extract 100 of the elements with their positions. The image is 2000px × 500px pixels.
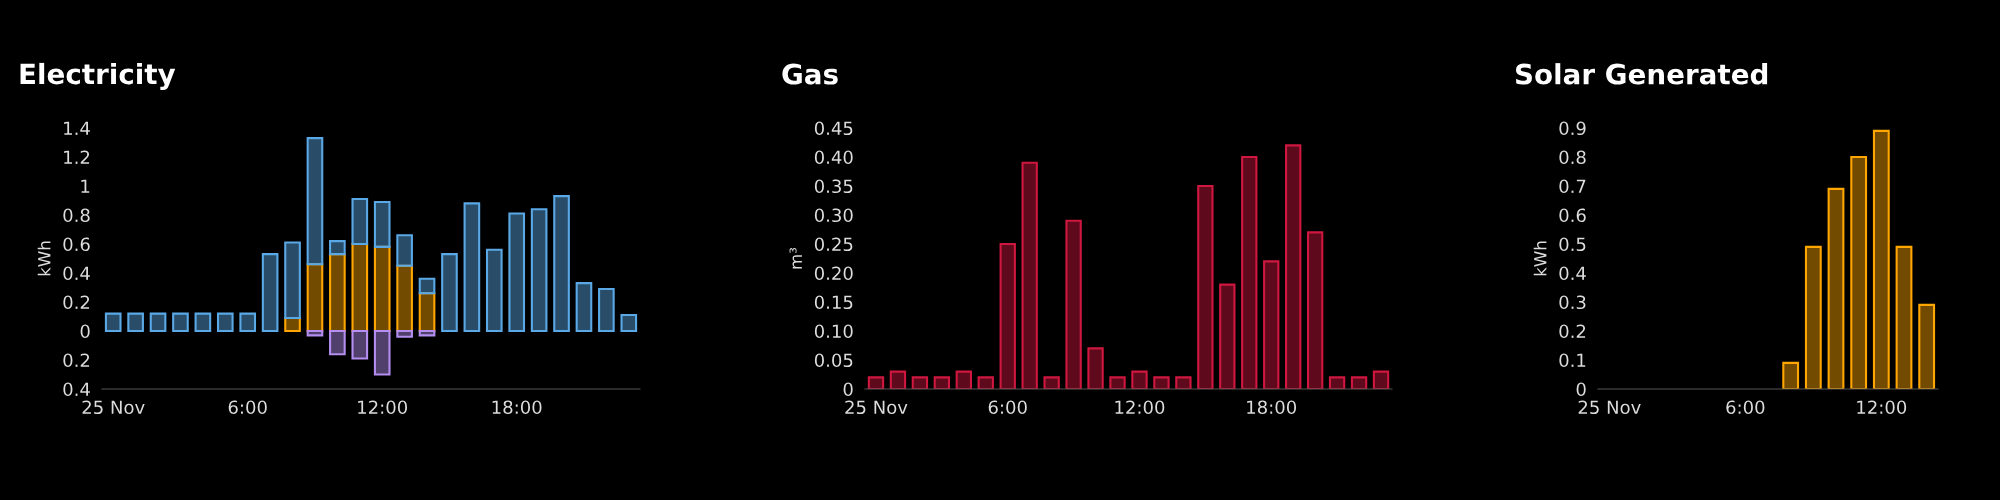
bar (306, 263, 324, 333)
x-tick-label: 18:00 (1247, 400, 1297, 415)
bar (933, 376, 951, 389)
bar (127, 312, 144, 333)
x-tick-label: 6:00 (1726, 400, 1765, 415)
y-tick-label: 1.4 (64, 121, 90, 135)
y-tick-label: 0.2 (63, 295, 90, 310)
bar (216, 312, 234, 333)
chart-title: Solar Generated (1515, 63, 1768, 85)
y-tick-label: 0.15 (814, 295, 853, 310)
bar (598, 287, 615, 333)
y-tick-label: 1 (81, 179, 90, 193)
bar (1065, 219, 1082, 389)
y-tick-label: 0.20 (814, 266, 853, 281)
x-tick-label: 25 Nov (1578, 400, 1641, 415)
bar (955, 370, 972, 389)
bar (508, 212, 526, 333)
bar (418, 277, 436, 295)
bar (1043, 376, 1060, 389)
bar (977, 376, 994, 389)
bar (530, 208, 548, 333)
bar (1306, 231, 1324, 389)
bar (351, 329, 369, 360)
y-tick-label: 0.1 (1559, 353, 1586, 368)
bar (1109, 376, 1126, 389)
chart-title: Gas (782, 63, 838, 85)
bar (1895, 245, 1913, 389)
y-tick-label: 0.8 (1559, 150, 1586, 165)
bar (889, 370, 907, 389)
bar (1153, 376, 1170, 389)
bar (396, 329, 413, 338)
y-tick-label: 0.10 (814, 324, 853, 339)
x-tick-label: 12:00 (1857, 400, 1907, 415)
y-tick-label: 0 (1576, 382, 1586, 397)
bar (239, 312, 257, 333)
y-tick-label: 0 (843, 382, 853, 397)
bar (1263, 260, 1280, 389)
y-tick-label: 0.30 (814, 208, 853, 223)
y-tick-label: 0.6 (63, 237, 90, 252)
bar (1372, 370, 1390, 389)
x-tick-label: 25 Nov (845, 400, 908, 415)
bar (351, 198, 369, 246)
bar (441, 253, 458, 333)
bar (1850, 155, 1868, 389)
bar (149, 312, 167, 333)
y-tick-label: 0.4 (63, 382, 90, 397)
y-tick-label: 1.2 (64, 150, 90, 164)
bar (261, 253, 279, 333)
y-tick-label: 0.40 (814, 150, 853, 165)
bar (306, 329, 324, 337)
y-tick-label: 0.7 (1559, 179, 1586, 194)
bar (1021, 161, 1038, 389)
bar (172, 312, 189, 333)
bar (1804, 245, 1822, 389)
y-tick-label: 0.8 (63, 208, 90, 223)
bar (373, 200, 391, 248)
y-tick-label: 0.2 (63, 353, 90, 368)
y-tick-label: 0.4 (1559, 266, 1586, 281)
bar (194, 312, 212, 333)
bar (1918, 303, 1936, 389)
y-tick-label: 0.4 (63, 266, 90, 281)
y-tick-label: 0.6 (1559, 208, 1586, 223)
bar (1350, 376, 1368, 389)
y-axis-title: kWh (1533, 241, 1547, 276)
bar (553, 195, 570, 333)
bar (1087, 347, 1104, 389)
bar (284, 241, 301, 319)
bar (463, 202, 481, 333)
x-tick-label: 25 Nov (82, 400, 145, 415)
bar (867, 376, 885, 389)
y-tick-label: 0 (80, 324, 90, 339)
bar (329, 329, 346, 356)
bar (329, 253, 346, 333)
y-tick-label: 0.5 (1559, 237, 1586, 252)
bar (575, 282, 593, 333)
bar (1241, 155, 1258, 389)
bar (1827, 187, 1845, 389)
x-tick-label: 6:00 (988, 400, 1027, 415)
bar (373, 329, 391, 376)
x-tick-label: 12:00 (358, 400, 408, 415)
x-tick-label: 6:00 (228, 400, 267, 415)
y-tick-label: 0.2 (1559, 324, 1586, 339)
bar (104, 312, 122, 333)
bar (1872, 129, 1890, 389)
bar (1782, 361, 1800, 389)
bar (1175, 376, 1192, 389)
chart-title: Electricity (20, 62, 176, 90)
bar (1197, 184, 1214, 389)
bar (911, 376, 929, 389)
bar (396, 264, 413, 333)
x-tick-label: 12:00 (1115, 400, 1165, 415)
y-tick-label: 0.25 (814, 237, 853, 252)
bar (329, 240, 346, 256)
y-axis-title: m³ (789, 247, 802, 269)
bar (396, 234, 413, 267)
y-axis-title: kWh (37, 241, 51, 276)
bar (373, 245, 391, 333)
bar (485, 248, 503, 333)
x-tick-label: 18:00 (492, 400, 542, 415)
bar (1131, 370, 1148, 389)
